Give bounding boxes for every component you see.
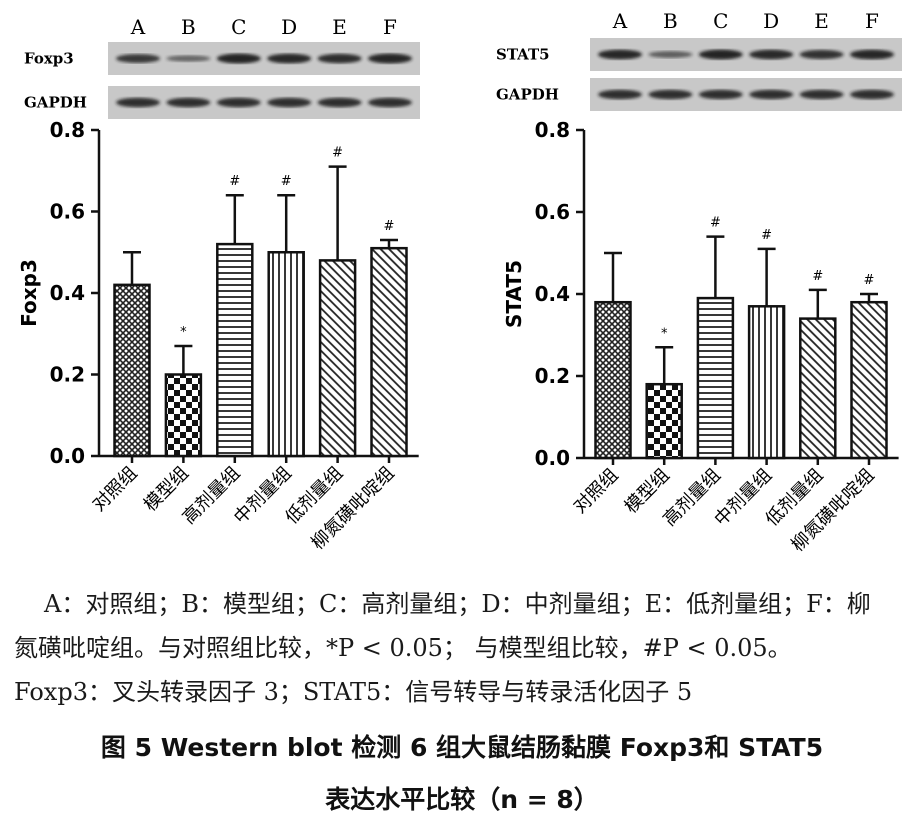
control-band xyxy=(648,89,693,100)
caption-legend-line-3: Foxp3：叉头转录因子 3；STAT5：信号转导与转录活化因子 5 xyxy=(14,678,693,706)
bar xyxy=(216,242,254,458)
target-band xyxy=(368,53,412,64)
control-band xyxy=(749,89,794,100)
control-blot-label: GAPDH xyxy=(496,86,559,104)
y-axis-title: Foxp3 xyxy=(17,259,41,327)
significance-mark: # xyxy=(761,228,772,243)
control-blot-label: GAPDH xyxy=(24,94,87,112)
bar xyxy=(113,283,151,458)
control-band xyxy=(698,89,743,100)
target-band xyxy=(216,53,261,64)
figure: A B C D E F Foxp3 GAPDH 0.0 0.2 0.4 0.6 0.8 Foxp3 对照组 *… xyxy=(17,9,902,556)
significance-mark: # xyxy=(710,216,721,231)
figure-title-line-1: 图 5 Western blot 检测 6 组大鼠结肠黏膜 Foxp3和 STA… xyxy=(100,733,824,762)
lane-label-a: A xyxy=(612,9,628,33)
target-band xyxy=(749,49,794,60)
control-band xyxy=(267,97,312,108)
significance-mark: # xyxy=(229,174,240,189)
lane-label-f: F xyxy=(865,9,879,33)
target-band xyxy=(648,51,693,58)
target-blot-label: Foxp3 xyxy=(24,50,74,68)
bar xyxy=(747,305,786,460)
bar xyxy=(850,300,888,460)
target-band xyxy=(166,55,211,62)
y-tick-label: 0.8 xyxy=(535,118,570,142)
lane-label-c: C xyxy=(231,15,246,39)
target-band xyxy=(598,49,642,60)
y-tick-label: 0.0 xyxy=(535,446,570,470)
target-band xyxy=(698,49,743,60)
y-tick-label: 0.8 xyxy=(50,118,85,142)
category-label: 对照组 xyxy=(89,463,142,516)
lane-label-b: B xyxy=(181,15,196,39)
control-band xyxy=(850,89,894,100)
control-band xyxy=(216,97,261,108)
control-band xyxy=(598,89,642,100)
bar xyxy=(267,251,305,458)
significance-mark: # xyxy=(281,174,292,189)
significance-mark: * xyxy=(180,325,187,340)
significance-mark: # xyxy=(384,219,395,234)
y-axis-title: STAT5 xyxy=(502,260,526,328)
caption-legend-line-2: 氮磺吡啶组。与对照组比较，*P < 0.05； 与模型组比较，#P < 0.05… xyxy=(14,634,792,662)
figure-title-line-2: 表达水平比较（n = 8） xyxy=(325,785,599,814)
y-tick-label: 0.2 xyxy=(50,363,85,387)
foxp3-panel: A B C D E F Foxp3 GAPDH 0.0 0.2 0.4 0.6 0.8 Foxp3 对照组 *… xyxy=(17,15,420,554)
target-band xyxy=(116,54,160,63)
y-tick-label: 0.6 xyxy=(50,200,85,224)
bar xyxy=(645,382,683,460)
bar xyxy=(594,300,632,460)
bar xyxy=(370,246,408,458)
significance-mark: # xyxy=(864,273,875,288)
bar xyxy=(799,317,837,460)
y-tick-label: 0.4 xyxy=(535,282,570,306)
target-blot-label: STAT5 xyxy=(496,46,550,64)
control-band xyxy=(166,97,211,108)
target-band xyxy=(799,49,844,60)
y-tick-label: 0.4 xyxy=(50,281,85,305)
target-band xyxy=(850,49,894,60)
lane-label-a: A xyxy=(130,15,146,39)
bar xyxy=(164,373,203,458)
control-band xyxy=(317,97,362,108)
lane-label-e: E xyxy=(814,9,829,33)
lane-label-f: F xyxy=(383,15,397,39)
y-tick-label: 0.0 xyxy=(50,444,85,468)
significance-mark: * xyxy=(661,326,668,341)
control-band xyxy=(799,89,844,100)
lane-label-d: D xyxy=(281,15,297,39)
control-band xyxy=(116,97,160,108)
bar xyxy=(318,259,357,458)
bar xyxy=(696,296,735,460)
target-band xyxy=(317,53,362,64)
lane-label-d: D xyxy=(763,9,779,33)
y-tick-label: 0.6 xyxy=(535,200,570,224)
caption-legend-line-1: A：对照组；B：模型组；C：高剂量组；D：中剂量组；E：低剂量组；F：柳 xyxy=(44,590,871,618)
lane-label-c: C xyxy=(713,9,728,33)
lane-label-b: B xyxy=(663,9,678,33)
control-band xyxy=(368,97,412,108)
target-band xyxy=(267,53,312,64)
significance-mark: # xyxy=(812,269,823,284)
y-tick-label: 0.2 xyxy=(535,364,570,388)
category-label: 对照组 xyxy=(570,465,623,518)
significance-mark: # xyxy=(332,146,343,161)
stat5-panel: A B C D E F STAT5 GAPDH 0.0 0.2 0.4 0.6 0.8 STAT5 对照组 *… xyxy=(496,9,902,556)
lane-label-e: E xyxy=(332,15,347,39)
